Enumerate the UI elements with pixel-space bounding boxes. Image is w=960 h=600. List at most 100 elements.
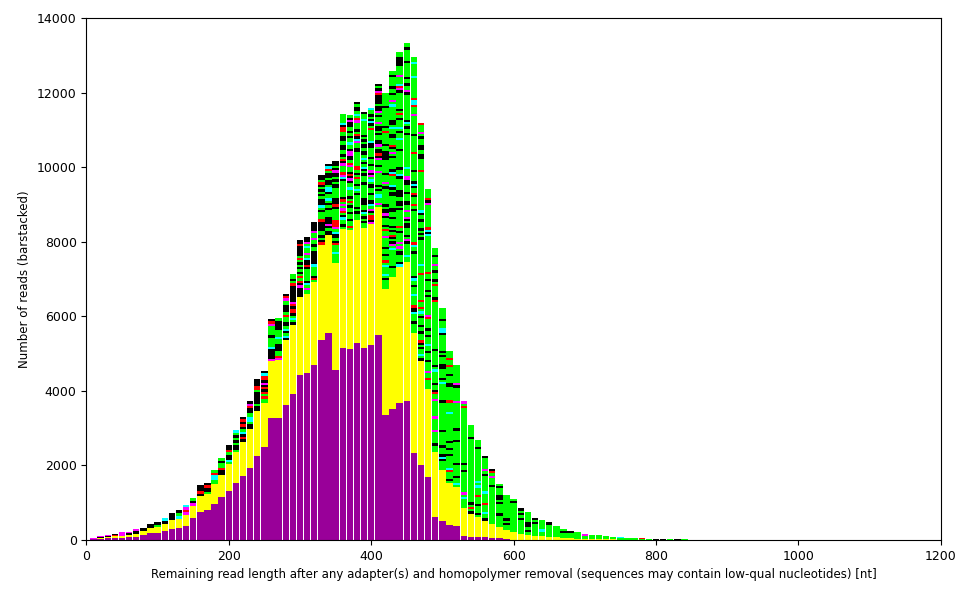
Bar (453, 406, 460, 408)
Bar (425, 322, 431, 324)
Bar (439, 389, 445, 391)
Bar (240, 417, 247, 419)
Bar (482, 494, 489, 496)
Bar (596, 539, 602, 540)
Bar (418, 314, 424, 316)
Bar (482, 467, 489, 469)
Bar (332, 197, 339, 200)
Bar (489, 481, 495, 482)
Bar (390, 95, 396, 98)
Bar (439, 339, 445, 341)
Bar (318, 215, 324, 217)
Bar (482, 480, 489, 482)
Bar (169, 513, 175, 515)
Bar (482, 516, 489, 518)
Bar (411, 328, 418, 330)
Bar (511, 506, 516, 508)
Bar (432, 403, 439, 405)
Bar (418, 215, 424, 217)
Bar (396, 210, 403, 212)
Bar (475, 461, 481, 463)
Bar (361, 126, 368, 128)
Bar (297, 278, 303, 281)
Bar (418, 161, 424, 163)
Bar (368, 141, 374, 143)
Bar (403, 61, 410, 63)
Bar (511, 532, 516, 539)
Bar (297, 267, 303, 269)
Bar (453, 478, 460, 481)
Bar (468, 500, 474, 502)
Bar (226, 457, 232, 460)
Bar (411, 166, 418, 168)
Bar (325, 212, 332, 215)
Bar (425, 234, 431, 236)
Bar (453, 431, 460, 433)
Bar (411, 118, 418, 121)
Bar (332, 225, 339, 227)
Bar (489, 482, 495, 485)
Bar (361, 169, 368, 171)
Bar (169, 518, 175, 520)
Bar (439, 466, 445, 468)
Bar (432, 311, 439, 313)
Bar (503, 496, 510, 497)
Bar (211, 470, 218, 473)
Bar (396, 120, 403, 122)
Bar (403, 196, 410, 199)
Bar (425, 326, 431, 328)
Bar (453, 474, 460, 476)
Bar (340, 202, 346, 204)
Bar (461, 506, 467, 508)
Bar (425, 236, 431, 239)
Bar (475, 497, 481, 499)
Bar (411, 310, 418, 312)
Bar (347, 156, 353, 158)
Bar (361, 133, 368, 135)
Bar (340, 220, 346, 222)
Bar (432, 286, 439, 289)
Bar (247, 401, 253, 404)
Bar (325, 233, 332, 235)
Bar (390, 190, 396, 192)
Bar (268, 322, 275, 324)
Bar (396, 190, 403, 192)
Bar (453, 465, 460, 467)
Bar (368, 121, 374, 123)
Bar (411, 263, 418, 265)
Bar (396, 256, 403, 257)
Bar (382, 182, 389, 184)
Bar (396, 65, 403, 68)
Bar (432, 356, 439, 358)
Bar (425, 259, 431, 261)
Bar (282, 326, 289, 329)
Bar (403, 203, 410, 205)
Bar (276, 335, 282, 337)
Bar (276, 353, 282, 356)
Bar (375, 115, 381, 118)
Bar (325, 208, 332, 210)
Bar (332, 236, 339, 238)
Bar (453, 415, 460, 417)
Bar (418, 316, 424, 318)
Bar (261, 447, 268, 540)
Bar (425, 245, 431, 248)
Bar (325, 173, 332, 175)
Bar (511, 520, 516, 523)
Bar (325, 187, 332, 189)
Bar (318, 245, 324, 340)
Bar (268, 343, 275, 344)
Bar (453, 381, 460, 383)
Bar (403, 128, 410, 131)
Bar (382, 99, 389, 101)
Bar (311, 260, 318, 262)
Bar (375, 335, 381, 540)
Bar (432, 273, 439, 275)
Bar (418, 269, 424, 271)
Bar (411, 170, 418, 172)
Bar (282, 308, 289, 310)
Bar (368, 168, 374, 170)
Bar (489, 508, 495, 510)
Bar (382, 137, 389, 140)
Bar (396, 251, 403, 253)
